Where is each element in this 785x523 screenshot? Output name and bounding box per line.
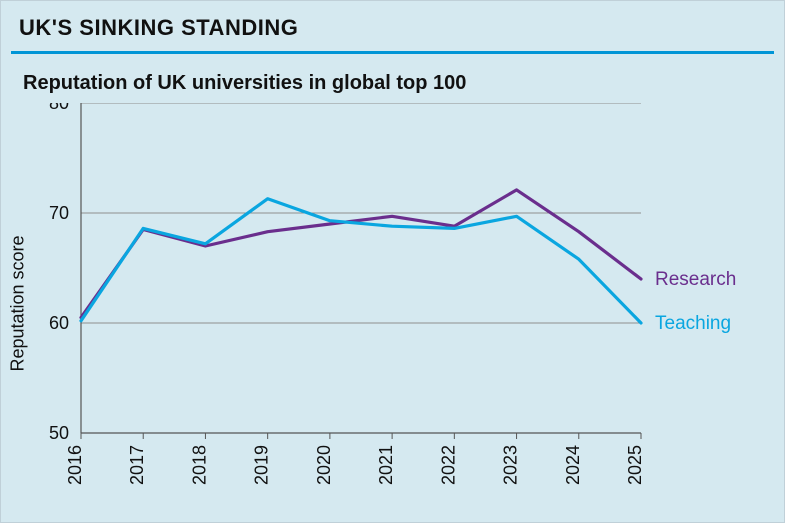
y-tick-label: 80 (49, 103, 69, 113)
x-tick-label: 2017 (127, 445, 147, 485)
y-axis-label-text: Reputation score (8, 235, 29, 371)
chart-container: Reputation score 50 60 70 80 2016 2017 2018 201… (1, 103, 784, 503)
x-tick-label: 2019 (252, 445, 272, 485)
series-label-research: Research (655, 269, 736, 290)
line-chart: 50 60 70 80 2016 2017 2018 2019 2020 2021 2022 2023… (1, 103, 785, 503)
x-tick-label: 2021 (376, 445, 396, 485)
y-tick-label: 50 (49, 423, 69, 443)
x-tick-label: 2022 (438, 445, 458, 485)
y-tick-label: 70 (49, 203, 69, 223)
chart-headline: UK'S SINKING STANDING (1, 1, 784, 51)
series-research (81, 190, 641, 318)
x-tick-label: 2020 (314, 445, 334, 485)
x-tick-label: 2023 (501, 445, 521, 485)
x-tick-label: 2018 (189, 445, 209, 485)
series-label-teaching: Teaching (655, 313, 731, 334)
x-tick-label: 2025 (625, 445, 645, 485)
x-tick-label: 2016 (65, 445, 85, 485)
y-axis-label: Reputation score (7, 103, 29, 503)
x-tick-label: 2024 (563, 445, 583, 485)
chart-subtitle: Reputation of UK universities in global … (1, 54, 784, 103)
y-tick-label: 60 (49, 313, 69, 333)
